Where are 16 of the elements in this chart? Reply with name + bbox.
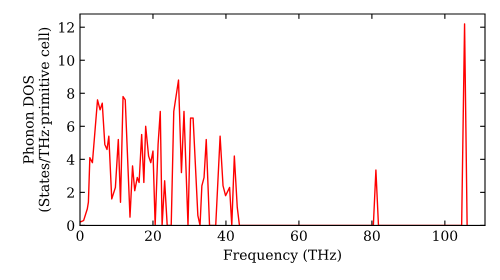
x-tick-label: 40 (218, 230, 234, 242)
x-tick-label: 20 (145, 230, 161, 242)
x-tick-label: 60 (291, 230, 307, 242)
x-tick-label: 80 (364, 230, 380, 242)
line-series (80, 23, 468, 226)
y-tick-label: 12 (59, 22, 74, 32)
y-tick-label: 10 (59, 55, 74, 66)
x-tick-label: 100 (433, 230, 458, 242)
y-tick-label: 0 (67, 220, 74, 231)
x-tick-label: 0 (76, 230, 84, 242)
y-tick-label: 6 (67, 121, 74, 132)
y-tick-label: 4 (66, 154, 74, 165)
x-axis-title: Frequency (THz) (224, 249, 341, 263)
y-tick-label: 8 (67, 88, 74, 99)
y-axis-title: Phonon DOS (States/THz·primitive cell) (22, 28, 52, 212)
y-tick-label: 2 (67, 187, 74, 198)
